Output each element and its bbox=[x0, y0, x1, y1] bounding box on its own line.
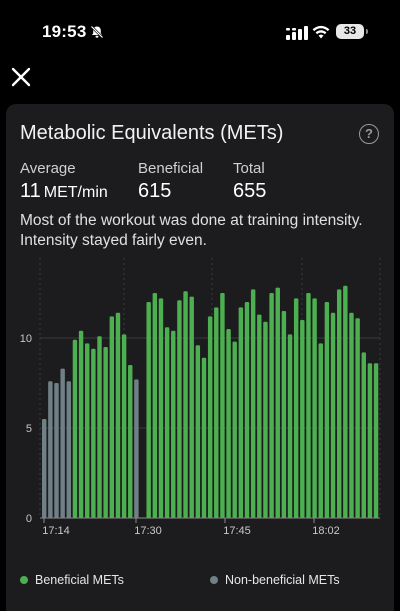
chart-bar bbox=[85, 343, 90, 518]
stat-average-value: 11 bbox=[20, 180, 41, 202]
chart-bar bbox=[361, 352, 366, 518]
chart-bar bbox=[42, 419, 47, 518]
chart-bar bbox=[367, 363, 373, 518]
chart-bar bbox=[257, 314, 262, 518]
chart-bar bbox=[318, 343, 323, 518]
chart-bar bbox=[312, 298, 317, 518]
status-bar: 19:53 33 bbox=[0, 0, 400, 60]
chart-bar bbox=[343, 285, 348, 518]
legend-non-beneficial: Non-beneficial METs bbox=[210, 573, 340, 587]
stat-average-label: Average bbox=[20, 160, 76, 177]
stat-beneficial-label: Beneficial bbox=[138, 160, 204, 177]
chart-bar bbox=[232, 341, 237, 518]
x-tick-label: 17:30 bbox=[134, 525, 162, 537]
chart-bar bbox=[238, 307, 244, 518]
chart-bar bbox=[164, 327, 170, 518]
x-tick-label: 17:45 bbox=[223, 525, 251, 537]
chart-bar bbox=[109, 316, 115, 518]
x-tick-label: 18:02 bbox=[312, 525, 340, 537]
chart-bar bbox=[269, 293, 274, 518]
chart-bar bbox=[48, 381, 53, 518]
stat-beneficial: Beneficial 615 bbox=[138, 160, 203, 203]
chart-bar bbox=[300, 320, 305, 518]
battery-indicator: 33 bbox=[336, 24, 364, 39]
stat-total-label: Total bbox=[233, 160, 265, 177]
chart-bar bbox=[183, 291, 188, 518]
stat-average-unit: MET/min bbox=[43, 184, 108, 201]
battery-tip bbox=[366, 29, 368, 34]
chart-bar bbox=[207, 316, 213, 518]
chart-bar bbox=[355, 318, 360, 518]
chart-bar bbox=[189, 296, 194, 518]
chart-bar bbox=[226, 329, 231, 518]
chart-bar bbox=[220, 293, 225, 518]
legend-beneficial: Beneficial METs bbox=[20, 573, 124, 587]
chart-bar bbox=[66, 381, 71, 518]
chart-bar bbox=[275, 287, 280, 518]
legend-non-beneficial-dot bbox=[210, 576, 218, 584]
stat-average: Average 11 MET/min bbox=[20, 160, 108, 203]
legend-beneficial-dot bbox=[20, 576, 28, 584]
chart-bar bbox=[171, 330, 176, 518]
chart-bar bbox=[158, 298, 164, 518]
chart-bar bbox=[115, 312, 121, 518]
stat-total: Total 655 bbox=[233, 160, 266, 203]
stat-total-value: 655 bbox=[233, 180, 267, 202]
close-button[interactable] bbox=[8, 64, 34, 90]
chart-bar bbox=[78, 330, 84, 518]
bell-muted-icon bbox=[90, 25, 104, 39]
chart-bar bbox=[72, 339, 78, 518]
status-time: 19:53 bbox=[42, 22, 87, 41]
chart-bar bbox=[250, 289, 256, 518]
mets-card: Metabolic Equivalents (METs) ? Average 1… bbox=[6, 104, 394, 611]
y-tick-label: 0 bbox=[26, 513, 32, 525]
chart-bar bbox=[60, 368, 65, 518]
chart-bar bbox=[97, 336, 102, 518]
help-icon[interactable]: ? bbox=[359, 124, 379, 144]
cellular-signal-icon bbox=[286, 26, 308, 40]
wifi-icon bbox=[312, 25, 330, 39]
chart-bar bbox=[103, 347, 108, 518]
chart-bar bbox=[281, 311, 287, 518]
chart-bar bbox=[287, 334, 293, 518]
chart-bar bbox=[201, 357, 207, 518]
y-tick-label: 5 bbox=[26, 423, 32, 435]
y-tick-label: 10 bbox=[20, 333, 32, 345]
chart-bar bbox=[306, 293, 311, 518]
chart-bar bbox=[121, 334, 127, 518]
chart-bar bbox=[293, 298, 299, 518]
chart-bar bbox=[146, 302, 151, 518]
stat-beneficial-value: 615 bbox=[138, 180, 172, 202]
chart-bar bbox=[373, 363, 379, 518]
chart-bar bbox=[263, 321, 268, 518]
x-tick-label: 17:14 bbox=[42, 525, 70, 537]
card-title: Metabolic Equivalents (METs) bbox=[20, 122, 284, 144]
chart-bar bbox=[152, 293, 158, 518]
chart-bar bbox=[177, 300, 182, 518]
chart-bar bbox=[54, 383, 59, 518]
chart-bar bbox=[330, 312, 336, 518]
chart-bar bbox=[214, 307, 219, 518]
chart-bar bbox=[195, 345, 201, 518]
summary-text: Most of the workout was done at training… bbox=[20, 212, 363, 249]
chart-bar bbox=[349, 312, 354, 518]
chart-bar bbox=[128, 365, 133, 518]
chart-bar bbox=[244, 302, 250, 518]
legend-non-beneficial-label: Non-beneficial METs bbox=[225, 573, 340, 587]
chart-bar bbox=[336, 289, 342, 518]
mets-bar-chart: 0 5 10 17:14 17:30 17:45 18:02 bbox=[20, 258, 381, 537]
chart-bar bbox=[134, 379, 139, 518]
chart-bar bbox=[91, 348, 96, 518]
chart-bar bbox=[324, 302, 330, 518]
legend-beneficial-label: Beneficial METs bbox=[35, 573, 124, 587]
